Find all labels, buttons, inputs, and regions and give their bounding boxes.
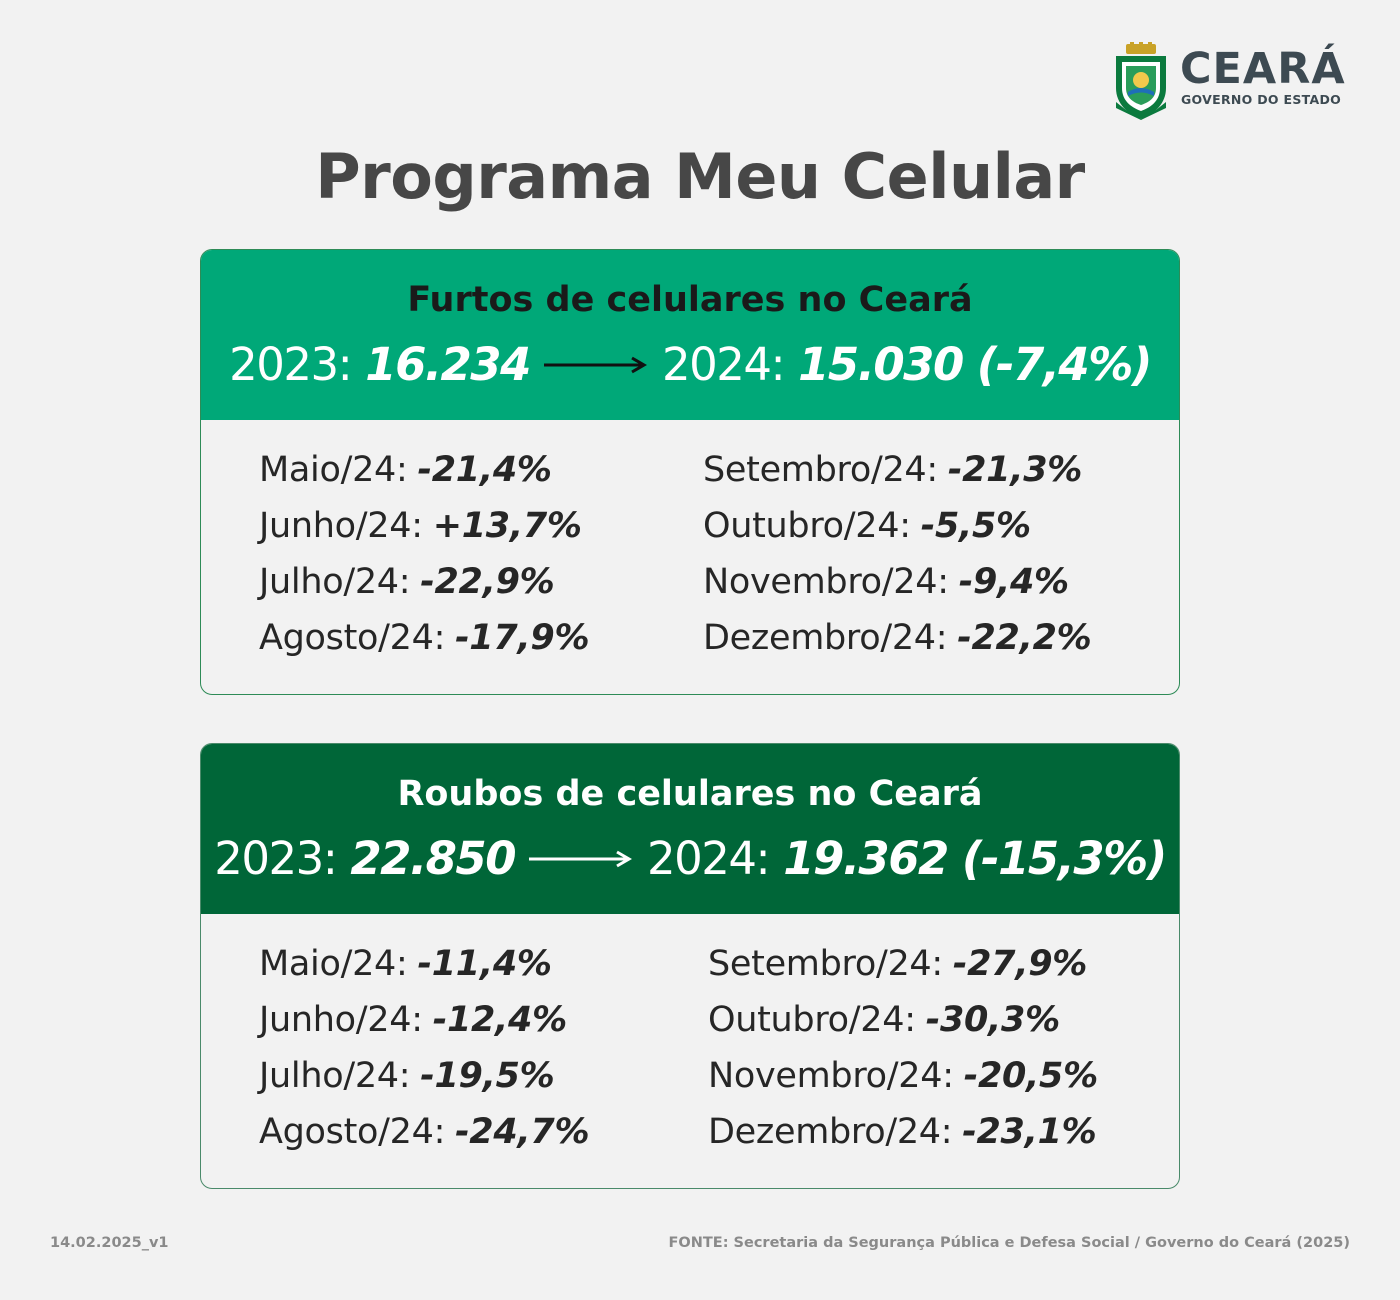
arrow-right-icon <box>543 356 647 373</box>
list-item: Outubro/24: -5,5% <box>703 506 1031 546</box>
version-label: 14.02.2025_v1 <box>50 1235 169 1251</box>
list-item: Outubro/24: -30,3% <box>708 1000 1060 1040</box>
list-item: Junho/24: -12,4% <box>259 1000 567 1040</box>
furtos-2024-value: 15.030 <box>798 338 964 391</box>
roubos-2023-value: 22.850 <box>350 832 516 885</box>
list-item: Novembro/24: -20,5% <box>708 1056 1098 1096</box>
page-title: Programa Meu Celular <box>315 140 1085 213</box>
list-item: Maio/24: -21,4% <box>259 450 552 490</box>
list-item: Setembro/24: -21,3% <box>703 450 1083 490</box>
furtos-2024-label: 2024: <box>661 338 786 391</box>
roubos-2023-label: 2023: <box>214 832 338 885</box>
furtos-2023-label: 2023: <box>229 338 353 391</box>
list-item: Agosto/24: -17,9% <box>259 618 590 658</box>
furtos-left-column: Maio/24: -21,4% Junho/24: +13,7% Julho/24:… <box>259 450 590 674</box>
list-item: Novembro/24: -9,4% <box>703 562 1069 602</box>
furtos-header: Furtos de celulares no Ceará 2023: 16.23… <box>201 250 1179 420</box>
roubos-card: Roubos de celulares no Ceará 2023: 22.85… <box>200 743 1180 1189</box>
roubos-change: (-15,3%) <box>961 832 1167 885</box>
roubos-2024-label: 2024: <box>647 832 771 885</box>
list-item: Setembro/24: -27,9% <box>708 944 1088 984</box>
furtos-change: (-7,4%) <box>976 338 1153 391</box>
logo-name: CEARÁ <box>1180 44 1346 94</box>
furtos-title: Furtos de celulares no Ceará <box>407 280 973 320</box>
furtos-2023-value: 16.234 <box>365 338 531 391</box>
state-coat-of-arms-icon <box>1116 42 1166 120</box>
list-item: Agosto/24: -24,7% <box>259 1112 590 1152</box>
list-item: Dezembro/24: -23,1% <box>708 1112 1097 1152</box>
roubos-2024-value: 19.362 <box>783 832 949 885</box>
list-item: Maio/24: -11,4% <box>259 944 552 984</box>
list-item: Dezembro/24: -22,2% <box>703 618 1092 658</box>
arrow-right-icon <box>529 850 633 867</box>
list-item: Julho/24: -19,5% <box>259 1056 555 1096</box>
logo-subtitle: GOVERNO DO ESTADO <box>1181 92 1342 107</box>
ceara-logo: CEARÁ GOVERNO DO ESTADO <box>1112 42 1352 122</box>
roubos-summary: 2023: 22.850 2024: 19.362 (-15,3%) <box>201 832 1179 885</box>
list-item: Junho/24: +13,7% <box>259 506 582 546</box>
roubos-right-column: Setembro/24: -27,9% Outubro/24: -30,3% Nov… <box>708 944 1098 1168</box>
source-label: FONTE: Secretaria da Segurança Pública e… <box>668 1235 1350 1251</box>
furtos-card: Furtos de celulares no Ceará 2023: 16.23… <box>200 249 1180 695</box>
roubos-header: Roubos de celulares no Ceará 2023: 22.85… <box>201 744 1179 914</box>
roubos-title: Roubos de celulares no Ceará <box>397 774 983 814</box>
list-item: Julho/24: -22,9% <box>259 562 555 602</box>
furtos-right-column: Setembro/24: -21,3% Outubro/24: -5,5% Nove… <box>703 450 1092 674</box>
roubos-left-column: Maio/24: -11,4% Junho/24: -12,4% Julho/24:… <box>259 944 590 1168</box>
furtos-summary: 2023: 16.234 2024: 15.030 (-7,4%) <box>201 338 1179 391</box>
